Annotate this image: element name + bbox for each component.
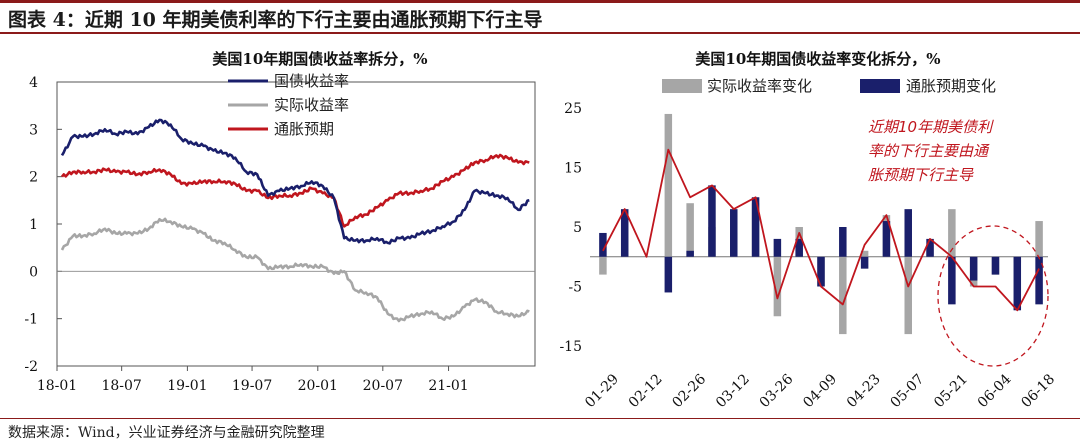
bar-real-change [860,250,869,257]
bar-inflation-change [686,250,694,257]
annotation-line: 率的下行主要由通 [868,142,990,160]
bar-real-change [664,113,673,257]
left-x-tick-label: 20-07 [363,378,403,394]
right-x-tick-label: 01-29 [582,371,622,411]
left-y-tick-label: -2 [24,359,38,375]
left-x-tick-label: 20-01 [298,378,338,394]
bar-inflation-change [599,232,607,257]
bar-inflation-change [948,256,956,305]
total-change-line [602,148,1040,312]
right-y-tick-label: 25 [564,101,582,117]
legend-swatch-real [662,79,702,93]
legend-label: 实际收益率 [274,96,349,114]
bar-real-change [599,256,607,275]
bar-inflation-change [860,256,869,269]
top-rule [0,0,1080,3]
right-y-tick-label: 15 [564,161,582,177]
bar-inflation-change [620,209,629,257]
highlight-ellipse [937,225,1049,367]
legend-label-inflation: 通胀预期变化 [906,77,996,95]
right-x-tick-label: 02-26 [669,371,709,411]
source-note: 数据来源：Wind，兴业证券经济与金融研究院整理 [8,425,325,441]
bar-inflation-change [1013,256,1022,311]
line-series-breakeven [60,153,530,228]
left-chart: 美国10年期国债收益率拆分，% 4 3 2 1 0 -1 -2 18-01 18-07 19-0… [24,50,536,394]
right-chart: 美国10年期国债收益率变化拆分，% 实际收益率变化 通胀预期变化 25 15 5 -5 -… [559,50,1058,411]
bar-real-change [839,256,847,335]
left-x-tick-label: 19-01 [167,378,207,394]
left-x-ticks: 18-01 18-07 19-01 19-07 20-01 20-07 21-01 [37,366,469,394]
bar-real-change [1035,221,1043,257]
bar-real-change [904,256,912,335]
left-y-tick-label: 0 [29,264,38,280]
bar-inflation-change [664,256,673,293]
right-x-tick-label: 04-23 [844,371,884,411]
left-y-tick-label: -1 [24,312,38,328]
left-y-tick-label: 4 [29,75,38,91]
left-x-tick-label: 18-07 [101,378,141,394]
annotation-line: 近期10年期美债利 [868,118,994,136]
right-x-tick-label: 05-07 [887,371,927,411]
right-x-tick-label: 03-12 [713,371,753,411]
right-legend: 实际收益率变化 通胀预期变化 [662,77,996,95]
legend-label-real: 实际收益率变化 [707,77,812,95]
right-y-tick-label: -5 [568,280,582,296]
right-x-tick-label: 03-26 [757,371,797,411]
bar-inflation-change [795,238,803,257]
bar-inflation-change [773,238,782,257]
figure-title: 图表 4：近期 10 年期美债利率的下行主要由通胀预期下行主导 [8,9,543,31]
bar-real-change [948,209,956,257]
bar-inflation-change [969,256,978,281]
bar-inflation-change [904,209,912,257]
bar-real-change [773,256,782,317]
right-x-ticks: 01-29 02-12 02-26 03-12 03-26 04-09 04-23 05-07… [582,371,1058,411]
left-y-ticks: 4 3 2 1 0 -1 -2 [24,75,535,375]
title-rule [0,32,1080,34]
right-bars [599,113,1043,335]
right-y-tick-label: -15 [559,339,582,355]
bar-inflation-change [926,238,934,257]
line-series-real [60,217,530,323]
right-x-tick-label: 06-04 [975,371,1015,411]
right-x-tick-label: 06-18 [1018,371,1058,411]
right-x-tick-label: 04-09 [800,371,840,411]
left-y-tick-label: 1 [29,217,38,233]
annotation-line: 胀预期下行主导 [868,166,974,184]
bar-inflation-change [1035,256,1043,305]
legend-label: 国债收益率 [274,72,349,90]
legend-swatch-inflation [860,79,900,93]
right-y-tick-label: 5 [573,220,582,236]
right-x-tick-label: 02-12 [626,371,666,411]
left-series-lines [60,118,530,323]
bar-inflation-change [991,256,1000,275]
bottom-rule [0,418,1080,419]
left-x-tick-label: 21-01 [428,378,468,394]
left-y-tick-label: 3 [29,122,38,138]
left-y-tick-label: 2 [29,170,38,186]
left-x-tick-label: 18-01 [37,378,77,394]
right-x-tick-label: 05-21 [931,371,971,411]
bar-inflation-change [708,185,716,257]
bar-inflation-change [817,256,825,287]
left-chart-title: 美国10年期国债收益率拆分，% [212,50,427,68]
left-x-tick-label: 19-07 [232,378,272,394]
legend-label: 通胀预期 [274,120,334,138]
right-chart-title: 美国10年期国债收益率变化拆分，% [695,50,940,68]
right-total-line [602,148,1040,312]
line-series-nominal [60,118,530,245]
bar-inflation-change [751,197,760,257]
bar-inflation-change [730,209,738,257]
bar-inflation-change [839,227,847,257]
bar-inflation-change [882,221,891,257]
bar-real-change [686,203,694,257]
